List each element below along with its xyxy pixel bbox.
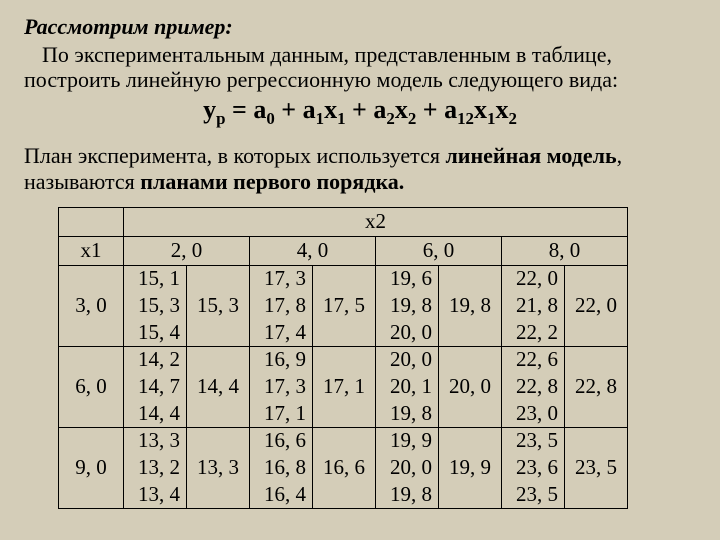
eq-x12a: x — [474, 95, 487, 124]
table-rep: 23, 5 — [502, 481, 565, 508]
table-rep: 17, 4 — [250, 319, 313, 346]
eq-a0-sub: 0 — [266, 109, 274, 128]
table-rep: 19, 8 — [376, 292, 439, 319]
table-rep: 15, 3 — [124, 292, 187, 319]
eq-a1-sub: 1 — [316, 109, 324, 128]
eq-a12: + a — [416, 95, 457, 124]
table-rep: 17, 3 — [250, 265, 313, 292]
table-rep: 22, 2 — [502, 319, 565, 346]
eq-a1: + a — [275, 95, 316, 124]
eq-x1: x — [324, 95, 337, 124]
table-rep: 16, 9 — [250, 346, 313, 373]
intro-line2: построить линейную регрессионную модель … — [24, 67, 618, 92]
table-rep: 22, 6 — [502, 346, 565, 373]
table-agg: 13, 3 — [187, 454, 250, 481]
table-corner — [59, 207, 124, 236]
plan-bold1: линейная модель — [445, 143, 616, 168]
eq-lhs-sub: р — [216, 109, 225, 128]
x2-level-2: 6, 0 — [376, 236, 502, 265]
table-rep: 15, 4 — [124, 319, 187, 346]
table-rep: 19, 6 — [376, 265, 439, 292]
intro-body: По экспериментальным данным, представлен… — [42, 42, 696, 93]
table-rep: 13, 3 — [124, 427, 187, 454]
table-agg: 14, 4 — [187, 373, 250, 400]
table-rep: 20, 1 — [376, 373, 439, 400]
eq-a2: + a — [346, 95, 387, 124]
eq-a0: = a — [226, 95, 267, 124]
eq-lhs: y — [203, 95, 216, 124]
table-rep: 23, 0 — [502, 400, 565, 427]
x2-level-1: 4, 0 — [250, 236, 376, 265]
table-rep: 17, 3 — [250, 373, 313, 400]
x2-level-0: 2, 0 — [124, 236, 250, 265]
x1-header: x1 — [59, 236, 124, 265]
table-rep: 20, 0 — [376, 319, 439, 346]
intro-title: Рассмотрим пример: — [24, 14, 696, 40]
x1-level-1: 6, 0 — [59, 373, 124, 400]
table-rep: 13, 4 — [124, 481, 187, 508]
table-rep: 13, 2 — [124, 454, 187, 481]
table-rep: 22, 8 — [502, 373, 565, 400]
table-rep: 14, 4 — [124, 400, 187, 427]
plan-bold2: планами первого порядка. — [140, 169, 404, 194]
plan-pre: План эксперимента, в которых используетс… — [24, 143, 445, 168]
x2-header: x2 — [124, 207, 628, 236]
table-agg: 17, 1 — [313, 373, 376, 400]
table-rep: 14, 7 — [124, 373, 187, 400]
table-rep: 17, 1 — [250, 400, 313, 427]
table-rep: 16, 4 — [250, 481, 313, 508]
table-agg: 16, 6 — [313, 454, 376, 481]
table-rep: 23, 6 — [502, 454, 565, 481]
table-agg: 22, 8 — [565, 373, 628, 400]
table-rep: 14, 2 — [124, 346, 187, 373]
intro-line1: По экспериментальным данным, представлен… — [42, 42, 612, 67]
table-rep: 20, 0 — [376, 346, 439, 373]
experiment-table: x2x12, 04, 06, 08, 015, 117, 319, 622, 0… — [58, 207, 628, 509]
table-rep: 17, 8 — [250, 292, 313, 319]
table-agg: 20, 0 — [439, 373, 502, 400]
eq-x1-sub: 1 — [337, 109, 345, 128]
eq-x2: x — [395, 95, 408, 124]
x2-level-3: 8, 0 — [502, 236, 628, 265]
table-rep: 23, 5 — [502, 427, 565, 454]
x1-level-0: 3, 0 — [59, 292, 124, 319]
eq-a12-sub: 12 — [457, 109, 474, 128]
table-rep: 21, 8 — [502, 292, 565, 319]
table-agg: 19, 9 — [439, 454, 502, 481]
table-rep: 15, 1 — [124, 265, 187, 292]
table-rep: 19, 8 — [376, 481, 439, 508]
eq-x12b: x — [495, 95, 508, 124]
table-rep: 22, 0 — [502, 265, 565, 292]
table-agg: 23, 5 — [565, 454, 628, 481]
table-agg: 17, 5 — [313, 292, 376, 319]
x1-level-2: 9, 0 — [59, 454, 124, 481]
table-rep: 20, 0 — [376, 454, 439, 481]
table-rep: 16, 8 — [250, 454, 313, 481]
table-rep: 16, 6 — [250, 427, 313, 454]
table-rep: 19, 9 — [376, 427, 439, 454]
table-agg: 22, 0 — [565, 292, 628, 319]
table-rep: 19, 8 — [376, 400, 439, 427]
table-agg: 15, 3 — [187, 292, 250, 319]
table-agg: 19, 8 — [439, 292, 502, 319]
eq-x2-sub: 2 — [408, 109, 416, 128]
eq-a2-sub: 2 — [386, 109, 394, 128]
regression-equation: yр = a0 + a1x1 + a2x2 + a12x1x2 — [24, 95, 696, 129]
plan-text: План эксперимента, в которых используетс… — [24, 143, 696, 195]
eq-x12b-sub: 2 — [508, 109, 516, 128]
